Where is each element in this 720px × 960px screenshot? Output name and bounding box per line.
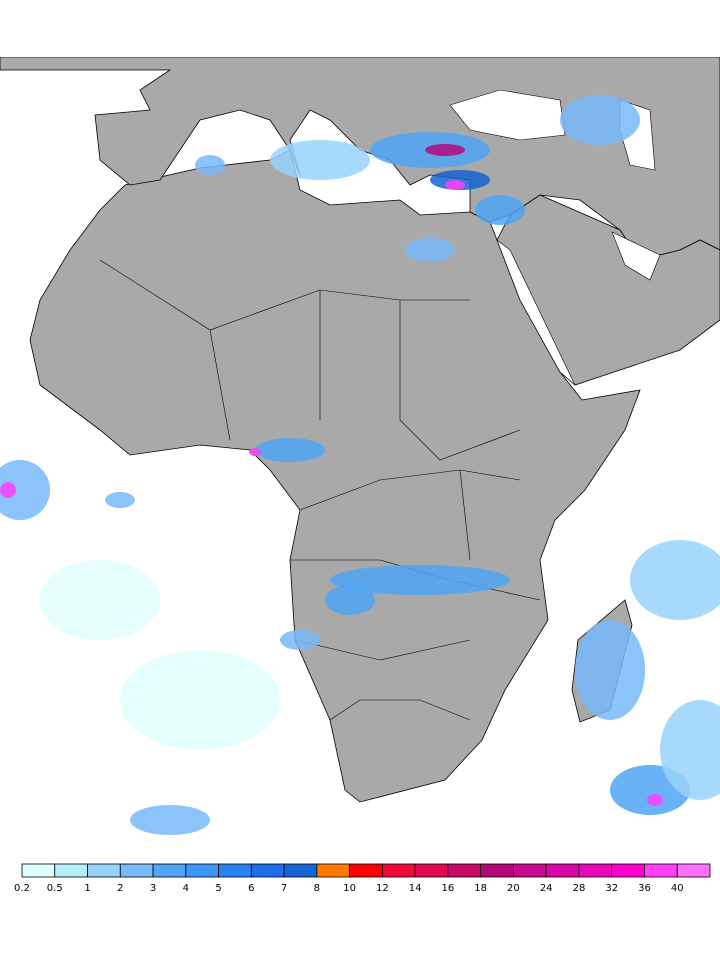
colorbar-swatch [644,863,678,878]
precipitation-area [249,448,261,456]
colorbar-label: 16 [442,883,455,894]
colorbar-swatch [676,863,711,878]
precipitation-area [0,482,16,498]
colorbar-label: 2 [117,883,123,894]
precipitation-area [575,620,645,720]
colorbar-label: 28 [573,883,586,894]
colorbar-swatch [21,863,56,878]
colorbar-label: 1 [84,883,90,894]
colorbar-swatch [545,863,580,878]
colorbar-swatch [578,863,613,878]
colorbar-label: 24 [540,883,553,894]
colorbar-swatch [119,863,154,878]
colorbar-label: 14 [409,883,422,894]
black-sea [449,89,566,141]
colorbar-label: 7 [281,883,287,894]
precipitation-area [425,144,465,156]
colorbar: 0.2 0.5 1 2 3 4 5 6 7 8 10 12 14 16 18 20 24 28 32 36 40 [14,863,711,894]
colorbar-swatch [283,863,318,878]
precipitation-area [195,155,225,175]
persian-gulf [611,231,661,281]
precipitation-area [255,438,325,462]
colorbar-label: 3 [150,883,156,894]
precipitation-area [325,585,375,615]
precipitation-area [405,238,455,262]
colorbar-swatch [54,863,88,878]
colorbar-label: 36 [638,883,651,894]
precipitation-area [120,650,280,750]
colorbar-swatch [87,863,121,878]
precipitation-area [647,794,663,806]
precipitation-area [280,630,320,650]
precipitation-field [0,95,720,835]
precipitation-area [0,460,50,520]
africa [29,149,641,803]
precipitation-map [0,57,720,848]
colorbar-label: 20 [507,883,520,894]
precipitation-area [270,140,370,180]
colorbar-swatch [185,863,219,878]
colorbar-swatch [152,863,187,878]
red-sea [496,239,576,386]
colorbar-label: 18 [474,883,487,894]
colorbar-label: 4 [183,883,189,894]
colorbar-label: 40 [671,883,684,894]
colorbar-swatch [414,863,449,878]
colorbar-label: 10 [343,883,356,894]
precipitation-area [130,805,210,835]
colorbar-label: 32 [605,883,618,894]
colorbar-label: 12 [376,883,389,894]
colorbar-swatch [381,863,416,878]
colorbar-swatch [349,863,383,878]
colorbar-label: 8 [314,883,320,894]
precipitation-area [105,492,135,508]
colorbar-swatch [316,863,351,878]
colorbar-swatch [218,863,252,878]
colorbar-label: 0.5 [47,883,63,894]
precipitation-area [660,700,720,800]
precipitation-area [330,565,510,595]
colorbar-label: 6 [248,883,254,894]
precipitation-area [445,180,465,190]
precipitation-area [475,195,525,225]
colorbar-swatch [480,863,514,878]
precipitation-area [560,95,640,145]
colorbar-label: 5 [215,883,221,894]
colorbar-swatch [447,863,482,878]
precipitation-area [630,540,720,620]
precipitation-area [40,560,160,640]
colorbar-swatch [513,863,547,878]
colorbar-swatch [611,863,645,878]
colorbar-label: 0.2 [14,883,30,894]
colorbar-swatch [250,863,285,878]
